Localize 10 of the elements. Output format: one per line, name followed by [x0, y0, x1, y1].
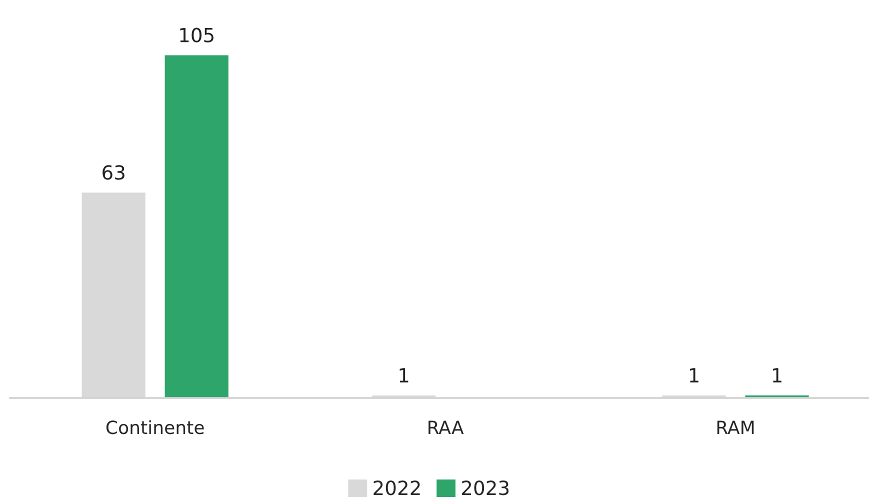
legend-label: 2023 [462, 480, 509, 496]
data-label: 63 [102, 165, 124, 180]
legend-label: 2022 [374, 480, 420, 496]
data-label: 1 [772, 368, 782, 382]
x-tick-label: Continente [106, 420, 204, 434]
x-tick-label: RAM [717, 420, 754, 434]
data-label: 1 [400, 368, 408, 382]
x-tick-label: RAA [428, 420, 464, 434]
data-label: 1 [690, 368, 698, 382]
data-label: 105 [180, 28, 214, 42]
